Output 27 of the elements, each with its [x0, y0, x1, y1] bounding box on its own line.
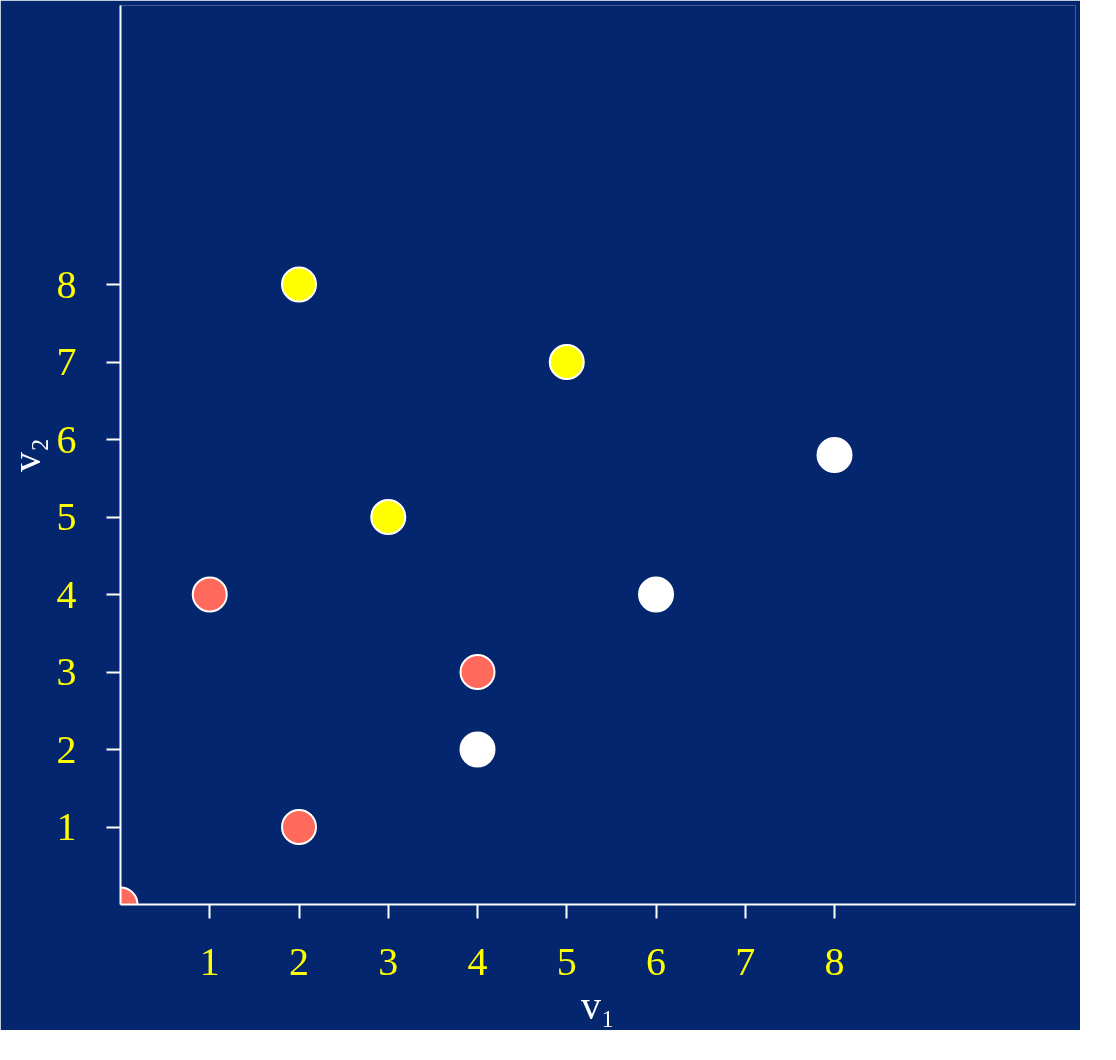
point: [281, 809, 317, 845]
x-tick-label: 8: [824, 938, 845, 984]
y-tick-label: 8: [56, 261, 77, 307]
y-tick-label: 5: [56, 494, 77, 539]
x-axis-title: v₁: [581, 982, 615, 1028]
point: [370, 499, 407, 535]
y-tick-label: 7: [56, 339, 77, 384]
x-tick-label: 4: [467, 938, 488, 984]
x-tick-label: 5: [556, 938, 577, 984]
point: [459, 654, 496, 690]
x-tick-label: 2: [289, 938, 309, 984]
x-tick-label: 7: [735, 938, 756, 984]
point: [459, 731, 496, 768]
point: [548, 344, 585, 380]
x-tick-label: 3: [378, 938, 399, 984]
point: [191, 576, 228, 613]
x-tick-label: 1: [199, 938, 220, 984]
y-tick-label: 3: [56, 649, 77, 694]
point: [281, 266, 317, 303]
y-tick-label: 6: [56, 416, 77, 462]
y-tick-label: 2: [56, 726, 77, 772]
y-tick-label: 1: [56, 804, 77, 849]
y-axis-title: v₂: [3, 438, 49, 472]
point: [638, 576, 675, 613]
x-tick-label: 6: [646, 938, 667, 984]
point: [816, 437, 853, 473]
y-tick-label: 4: [56, 571, 77, 617]
